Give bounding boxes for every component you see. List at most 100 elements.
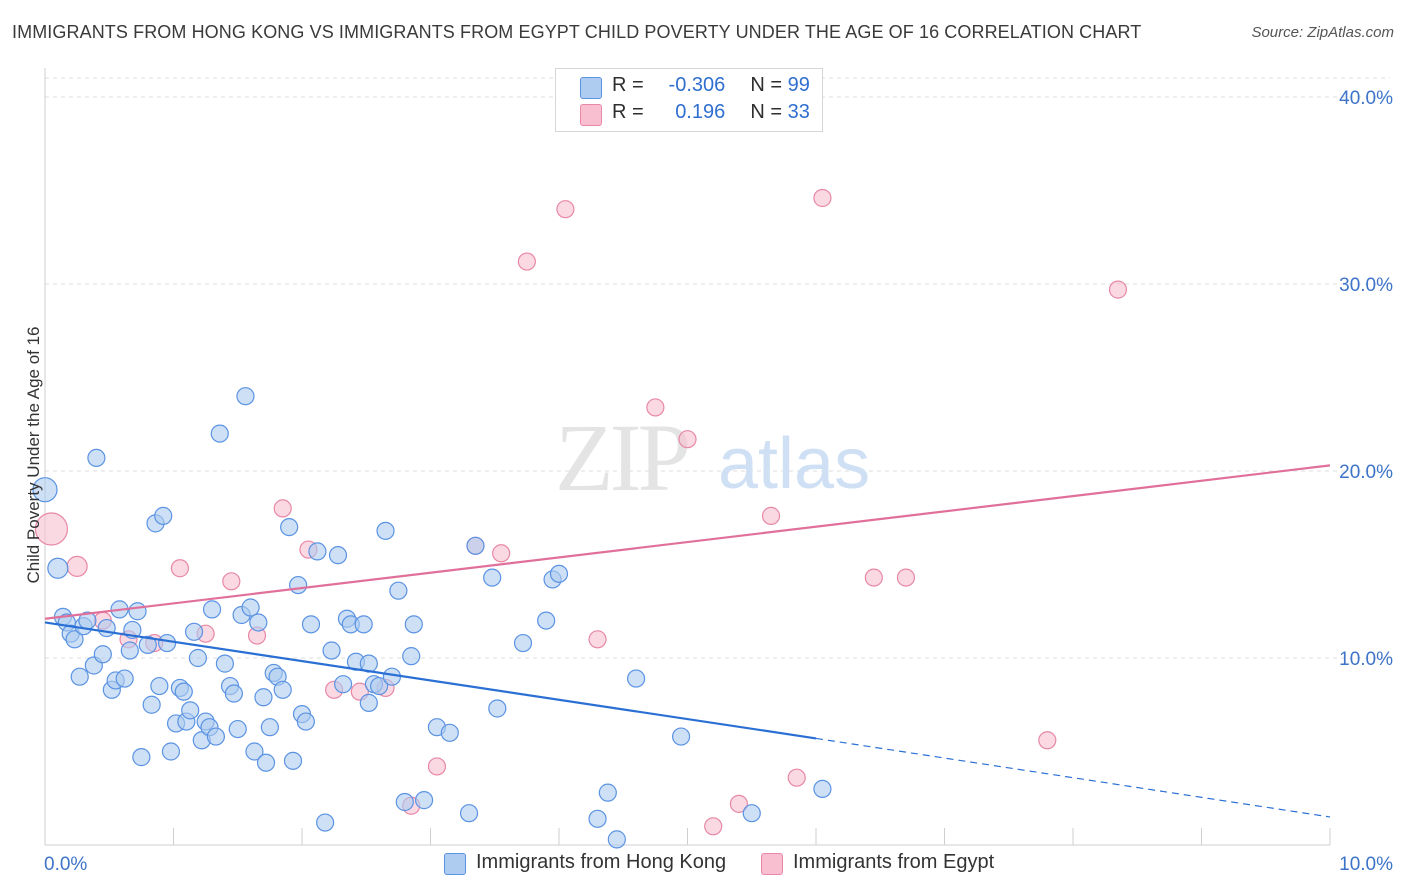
data-point bbox=[224, 684, 243, 703]
grid-lines bbox=[45, 77, 1390, 659]
data-point bbox=[328, 546, 348, 565]
data-point bbox=[249, 613, 268, 632]
data-point bbox=[427, 757, 447, 776]
data-point bbox=[283, 751, 303, 770]
watermark-atlas: atlas bbox=[718, 424, 870, 504]
data-point bbox=[359, 693, 378, 712]
source-label: Source: ZipAtlas.com bbox=[1251, 24, 1394, 41]
y-axis-label: Child Poverty Under the Age of 16 bbox=[24, 326, 43, 584]
data-point bbox=[65, 630, 84, 649]
data-point bbox=[181, 701, 200, 720]
watermark: ZIP atlas bbox=[555, 404, 870, 511]
data-point bbox=[588, 809, 607, 828]
data-point bbox=[513, 633, 533, 653]
trend-line bbox=[44, 621, 817, 740]
data-point bbox=[1108, 280, 1128, 299]
bottom-legend-label-egypt: Immigrants from Egypt bbox=[793, 851, 995, 873]
data-point bbox=[322, 641, 341, 660]
data-point bbox=[260, 718, 279, 737]
data-point bbox=[170, 559, 190, 578]
data-point bbox=[1038, 731, 1057, 750]
data-point bbox=[896, 568, 916, 587]
legend-n-value: 99 bbox=[787, 74, 810, 96]
watermark-zip: ZIP bbox=[555, 404, 688, 511]
data-point bbox=[588, 630, 607, 649]
data-point bbox=[607, 830, 626, 849]
bottom-legend-swatch-egypt bbox=[761, 853, 783, 875]
data-point bbox=[34, 512, 69, 546]
trend-line-extension bbox=[815, 737, 1331, 818]
data-point bbox=[154, 506, 173, 525]
legend-n-value: 33 bbox=[787, 101, 810, 123]
data-point bbox=[47, 557, 69, 579]
data-point bbox=[254, 688, 273, 707]
bottom-legend-swatch-hong-kong bbox=[444, 853, 466, 875]
data-point bbox=[466, 536, 485, 555]
data-point bbox=[483, 568, 502, 587]
data-point bbox=[128, 602, 147, 621]
trend-line bbox=[44, 464, 1331, 620]
data-point bbox=[671, 727, 691, 746]
data-point bbox=[280, 517, 299, 537]
y-tick-labels: 10.0% 20.0% 30.0% 40.0% bbox=[1339, 88, 1393, 670]
data-point bbox=[188, 648, 208, 668]
data-point bbox=[787, 768, 806, 787]
data-point bbox=[301, 615, 321, 634]
data-point bbox=[404, 615, 423, 634]
data-point bbox=[142, 695, 161, 714]
data-point bbox=[813, 188, 832, 208]
legend-r-label: R = bbox=[612, 101, 644, 123]
data-point bbox=[174, 682, 193, 701]
data-point bbox=[222, 572, 241, 591]
y-tick-label: 20.0% bbox=[1339, 462, 1393, 483]
data-point bbox=[742, 804, 761, 823]
data-point bbox=[115, 669, 134, 688]
data-point bbox=[215, 654, 234, 673]
data-point bbox=[459, 804, 479, 823]
data-point bbox=[87, 448, 106, 468]
data-point bbox=[395, 792, 414, 812]
legend-swatch-egypt bbox=[580, 104, 602, 126]
legend-swatch-hong-kong bbox=[580, 77, 602, 99]
data-point bbox=[93, 645, 112, 664]
data-point bbox=[289, 575, 308, 595]
data-point bbox=[370, 676, 389, 696]
correlation-legend: R = -0.306 N = 99 R = 0.196 N = 33 bbox=[555, 68, 823, 132]
x-tick-label: 0.0% bbox=[44, 854, 87, 875]
axes bbox=[44, 68, 1331, 846]
legend-r-value: 0.196 bbox=[675, 101, 726, 123]
data-point bbox=[402, 647, 421, 666]
data-point bbox=[488, 699, 507, 718]
data-point bbox=[138, 635, 157, 655]
y-tick-label: 30.0% bbox=[1339, 275, 1393, 296]
data-point bbox=[354, 615, 373, 634]
data-point bbox=[376, 521, 395, 540]
data-point bbox=[32, 477, 58, 503]
data-point bbox=[66, 555, 88, 577]
data-point bbox=[761, 506, 781, 525]
data-point bbox=[97, 618, 116, 638]
data-point bbox=[517, 252, 536, 271]
legend-n-label: N = bbox=[750, 101, 783, 123]
data-point bbox=[389, 581, 408, 600]
legend-n-label: N = bbox=[750, 74, 783, 96]
data-point bbox=[414, 791, 434, 810]
data-point bbox=[813, 779, 832, 799]
x-tick-label: 10.0% bbox=[1339, 854, 1393, 875]
y-tick-label: 10.0% bbox=[1339, 649, 1393, 670]
data-point bbox=[382, 667, 402, 686]
data-point bbox=[729, 794, 749, 813]
data-point bbox=[704, 817, 723, 836]
data-point bbox=[537, 611, 556, 630]
data-point bbox=[273, 499, 292, 518]
data-point bbox=[210, 424, 229, 443]
y-tick-label: 40.0% bbox=[1339, 88, 1393, 109]
data-point bbox=[228, 719, 247, 739]
data-point bbox=[308, 542, 327, 561]
bottom-legend-label-hong-kong: Immigrants from Hong Kong bbox=[476, 851, 727, 873]
legend-r-label: R = bbox=[612, 74, 644, 96]
data-point bbox=[678, 430, 697, 449]
data-point bbox=[132, 748, 151, 767]
data-point bbox=[864, 568, 883, 587]
